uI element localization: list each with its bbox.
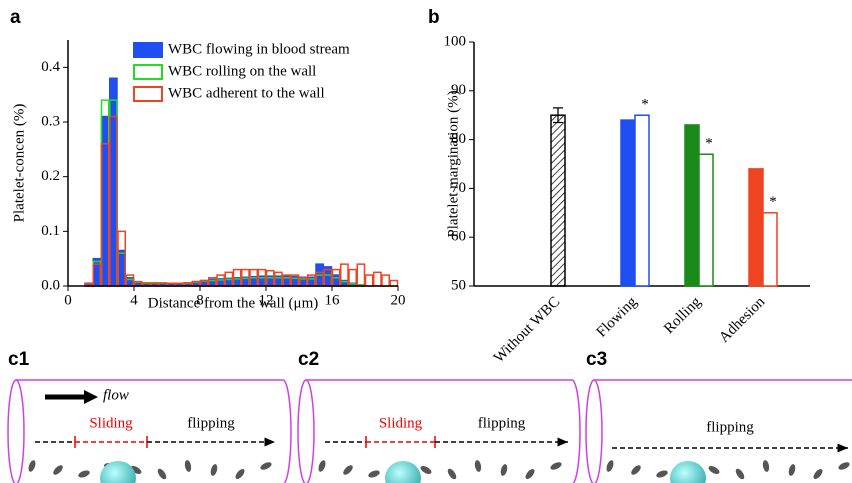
y-axis-label: Platelet margination (%) (445, 90, 461, 237)
platelet (606, 460, 614, 472)
tube-end (571, 379, 581, 483)
panel-label: a (10, 7, 21, 28)
annotation: * (769, 194, 777, 210)
bar (748, 168, 764, 287)
flipping-label: flipping (706, 419, 754, 435)
hist-bar (109, 77, 118, 287)
panel-label: c3 (586, 349, 607, 370)
platelet (813, 469, 823, 479)
y-tick-label: 80 (451, 131, 466, 147)
platelet (525, 469, 535, 479)
y-tick-label: 50 (451, 277, 466, 293)
hist-bar (100, 115, 110, 287)
legend-label: WBC rolling on the wall (168, 63, 316, 79)
bar (620, 119, 636, 287)
sliding-label: Sliding (379, 415, 423, 431)
x-axis-label: Distance from the wall (μm) (148, 295, 319, 311)
platelet (788, 464, 796, 476)
platelet (343, 465, 353, 475)
hist-bar (389, 279, 399, 287)
flipping-label: flipping (187, 415, 235, 431)
platelet (420, 466, 432, 474)
platelet (28, 460, 36, 472)
platelet (838, 462, 850, 470)
platelet (210, 464, 218, 476)
flow-arrowhead (84, 390, 98, 404)
x-tick-label: 8 (196, 292, 204, 308)
y-axis-label: Platelet-concen (%) (11, 104, 27, 223)
x-tick-label: 16 (325, 292, 341, 308)
tube-end (282, 379, 292, 483)
x-tick-label: 20 (391, 292, 406, 308)
platelet (53, 465, 63, 475)
bar (634, 114, 650, 287)
platelet (318, 460, 326, 472)
x-tick-label: Flowing (594, 294, 641, 341)
platelet (708, 466, 720, 474)
x-tick-label: 4 (130, 292, 138, 308)
bar (684, 124, 700, 287)
hist-bar (373, 271, 382, 287)
x-tick-label: Rolling (661, 294, 704, 337)
platelet (260, 462, 272, 470)
tube-end (7, 379, 25, 483)
platelet (474, 460, 482, 472)
platelet (184, 460, 192, 472)
legend-label: WBC flowing in blood stream (168, 41, 350, 57)
platelet (656, 470, 668, 478)
legend-swatch (133, 42, 163, 58)
x-tick-label: 12 (259, 292, 274, 308)
y-tick-label: 0.1 (41, 223, 60, 239)
flipping-label: flipping (478, 415, 526, 431)
platelet (157, 468, 167, 480)
platelet (447, 468, 457, 480)
hist-bar (364, 274, 374, 287)
hist-bar (356, 263, 366, 287)
x-tick-label: Without WBC (491, 294, 563, 366)
hist-bar (117, 249, 126, 287)
wbc-cell (385, 461, 421, 483)
bar (698, 153, 714, 287)
y-tick-label: 0.2 (41, 168, 60, 184)
x-tick-label: Adhesion (716, 294, 768, 346)
platelet (735, 468, 745, 480)
y-tick-label: 70 (451, 180, 466, 196)
y-tick-label: 100 (444, 33, 467, 49)
error-bar (553, 107, 563, 124)
y-tick-label: 0.4 (41, 59, 60, 75)
annotation: * (641, 97, 649, 113)
wbc-cell (100, 461, 136, 483)
panel-label: c1 (8, 349, 30, 370)
bar (762, 212, 778, 287)
x-tick-label: 0 (64, 292, 72, 308)
platelet (631, 465, 641, 475)
panel-label: b (428, 7, 440, 28)
y-tick-label: 0.0 (41, 277, 60, 293)
bar (550, 114, 566, 287)
annotation: * (705, 136, 713, 152)
wbc-cell (670, 461, 706, 483)
y-tick-label: 0.3 (41, 113, 60, 129)
platelet (130, 466, 142, 474)
tube-end (585, 379, 603, 483)
panel-label: c2 (298, 349, 319, 370)
tube-end (297, 379, 315, 483)
platelet (78, 470, 90, 478)
platelet (550, 462, 562, 470)
platelet (762, 460, 770, 472)
platelet (368, 470, 380, 478)
platelet (500, 464, 508, 476)
sliding-label: Sliding (89, 415, 133, 431)
legend-swatch (133, 86, 163, 102)
hist-bar (331, 274, 341, 287)
hist-bar (92, 257, 102, 287)
legend-label: WBC adherent to the wall (168, 85, 325, 101)
legend-swatch (133, 64, 163, 80)
y-tick-label: 90 (451, 82, 466, 98)
y-tick-label: 60 (451, 229, 466, 245)
flow-label: flow (103, 387, 129, 403)
hist-bar (381, 274, 390, 287)
platelet (235, 469, 245, 479)
